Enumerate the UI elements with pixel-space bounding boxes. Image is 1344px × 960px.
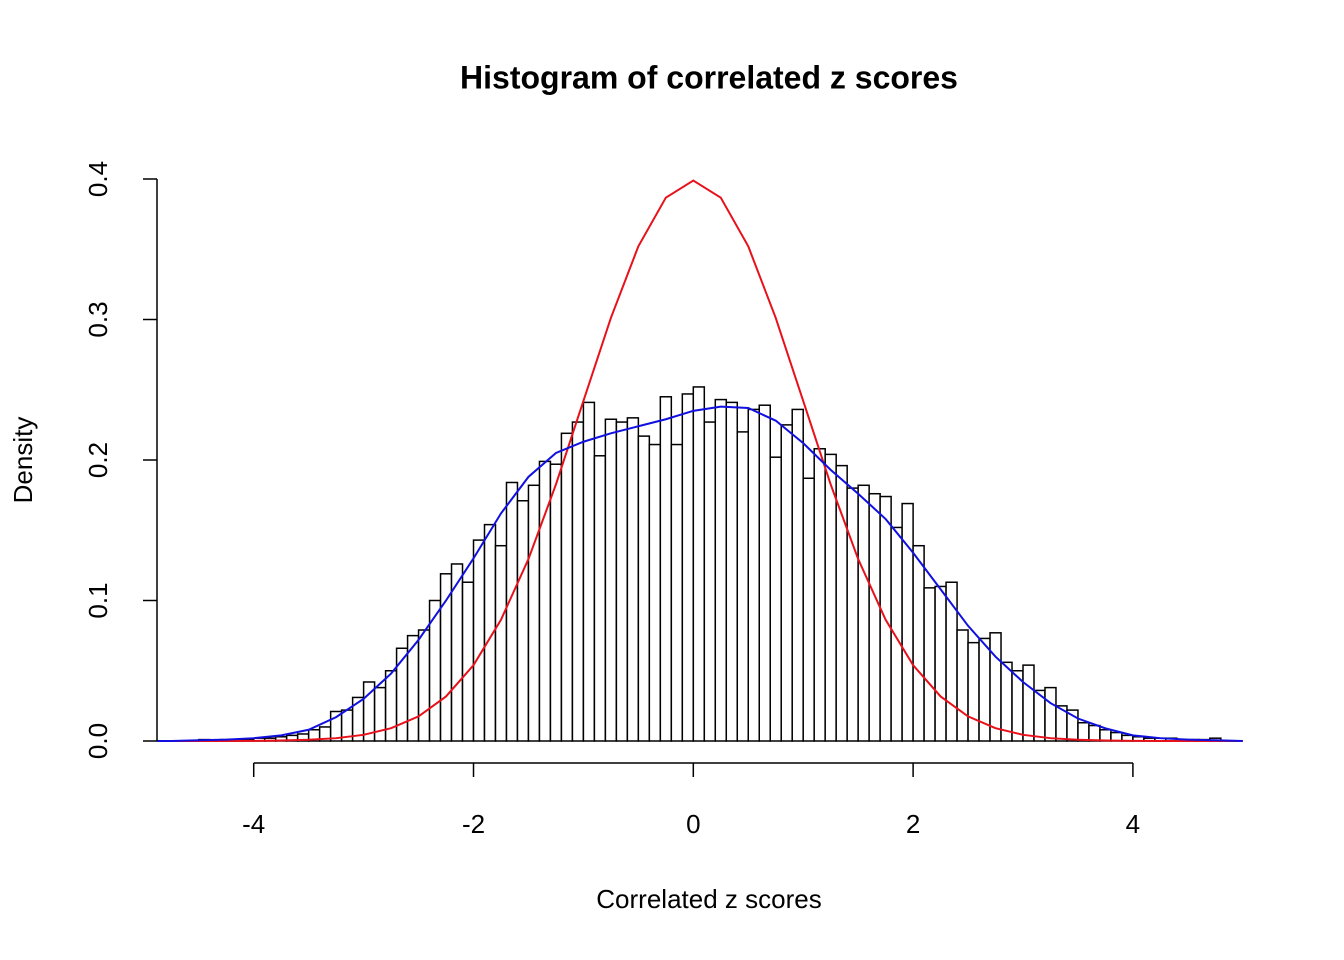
y-tick-label: 0.3	[83, 301, 113, 337]
x-tick-label: 4	[1126, 809, 1140, 839]
bar	[747, 408, 760, 742]
x-tick-label: 0	[686, 809, 700, 839]
bar	[725, 401, 739, 742]
bar	[835, 464, 848, 742]
bar	[703, 421, 717, 742]
bar	[780, 424, 793, 742]
bar	[857, 484, 870, 742]
bar	[329, 710, 343, 742]
bar	[659, 396, 673, 742]
bar	[593, 455, 607, 742]
bar	[527, 484, 541, 742]
bar	[802, 477, 815, 742]
bar	[494, 544, 508, 742]
bar	[1099, 729, 1112, 742]
bar	[516, 499, 530, 742]
bar	[791, 408, 804, 742]
bar	[923, 587, 936, 742]
bar	[692, 386, 706, 742]
bar	[604, 418, 618, 742]
chart-title: Histogram of correlated z scores	[460, 59, 958, 95]
bar	[648, 443, 662, 742]
density-curve	[157, 405, 1243, 742]
bar	[670, 443, 684, 742]
bar	[1088, 724, 1101, 742]
bar	[1044, 686, 1057, 742]
histogram	[198, 386, 1222, 742]
y-tick-label: 0.2	[83, 442, 113, 478]
bar	[813, 448, 826, 742]
bar	[395, 647, 409, 742]
bar	[901, 502, 914, 742]
bar	[373, 686, 387, 742]
x-tick-label: 2	[906, 809, 920, 839]
bar	[626, 417, 640, 742]
density-curve	[157, 179, 1243, 742]
bar	[989, 632, 1002, 742]
bar	[417, 629, 431, 742]
y-tick-label: 0.4	[83, 161, 113, 197]
bar	[758, 404, 771, 742]
bar	[868, 492, 881, 742]
bar	[967, 641, 980, 742]
y-tick-label: 0.0	[83, 723, 113, 759]
bar	[1022, 664, 1035, 742]
bar	[714, 398, 728, 742]
x-axis-label: Correlated z scores	[596, 884, 821, 914]
bar	[615, 421, 629, 742]
curves	[157, 179, 1243, 742]
x-tick-label: -4	[242, 809, 265, 839]
bar	[769, 456, 782, 742]
bar	[637, 435, 651, 742]
axes: 0.0 0.1 0.2 0.3 0.4 -4 -2 0 2 4	[83, 161, 1140, 839]
bar	[384, 670, 398, 742]
bar	[945, 581, 958, 742]
bar	[934, 585, 947, 742]
y-axis-label: Density	[8, 417, 38, 504]
bar	[681, 393, 695, 742]
bar	[582, 401, 596, 742]
bar	[912, 544, 925, 742]
bar	[549, 463, 563, 742]
bar	[956, 629, 969, 742]
bar	[846, 487, 859, 742]
bar	[560, 432, 574, 742]
y-tick-label: 0.1	[83, 582, 113, 618]
bar	[461, 581, 475, 742]
x-tick-label: -2	[462, 809, 485, 839]
bar	[736, 431, 750, 742]
bar	[472, 539, 486, 742]
bar	[505, 481, 519, 742]
bar	[571, 421, 585, 742]
bar	[1077, 721, 1090, 742]
bar	[890, 526, 903, 742]
